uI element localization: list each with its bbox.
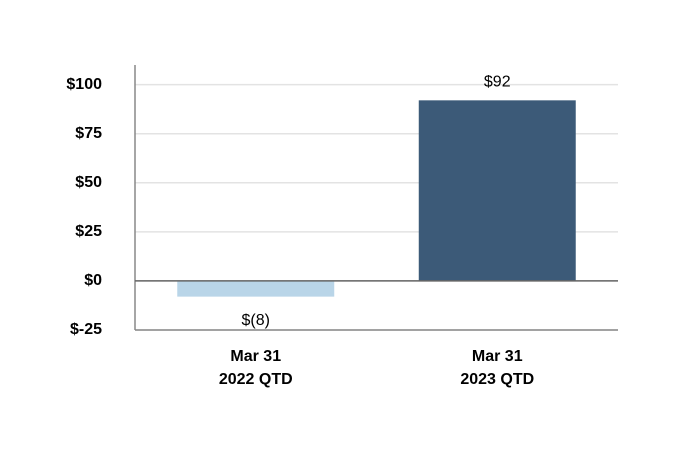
x-tick-label: Mar 31: [472, 348, 523, 365]
y-tick-label: $0: [84, 272, 102, 289]
y-tick-label: $75: [75, 125, 102, 142]
x-tick-label: 2023 QTD: [460, 371, 534, 388]
value-label: $(8): [242, 312, 270, 329]
value-label: $92: [484, 74, 511, 91]
x-tick-label: Mar 31: [230, 348, 281, 365]
y-tick-label: $50: [75, 174, 102, 191]
bar: [177, 280, 335, 297]
bar: [418, 100, 576, 281]
y-tick-label: $100: [66, 76, 102, 93]
x-tick-label: 2022 QTD: [219, 371, 293, 388]
y-tick-label: $-25: [70, 321, 102, 338]
y-tick-label: $25: [75, 223, 102, 240]
